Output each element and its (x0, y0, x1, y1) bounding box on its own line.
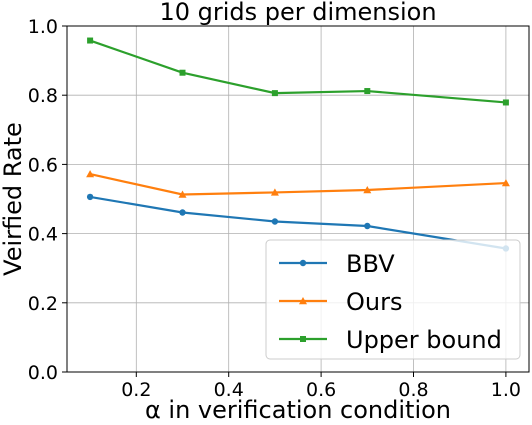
x-tick-label: 0.4 (214, 379, 244, 401)
x-axis-label: α in verification condition (145, 396, 451, 424)
x-tick-label: 1.0 (491, 379, 521, 401)
data-point-upper-bound (179, 69, 186, 76)
data-point-bbv (364, 222, 371, 230)
data-point-bbv (271, 218, 279, 225)
series-bbv (86, 193, 510, 252)
legend-label-ours: Ours (346, 288, 402, 316)
y-tick-label: 0.2 (28, 293, 58, 315)
data-point-upper-bound (87, 37, 94, 44)
data-point-bbv (86, 193, 94, 201)
legend-label-bbv: BBV (346, 250, 395, 278)
x-tick-label: 0.8 (398, 379, 428, 401)
series-layer (86, 37, 510, 252)
data-point-bbv (179, 209, 186, 216)
legend-marker-bbv (299, 259, 307, 267)
legend-box (265, 239, 521, 360)
y-tick-label: 0.4 (28, 224, 58, 246)
y-tick-label: 0.8 (28, 85, 58, 107)
data-point-upper-bound (364, 88, 371, 95)
series-line-upper-bound (89, 39, 506, 104)
data-point-ours (501, 179, 510, 187)
data-point-upper-bound (271, 90, 278, 97)
y-tick-label: 0.0 (28, 362, 58, 384)
x-tick-label: 0.6 (306, 379, 336, 401)
data-point-ours (86, 170, 95, 178)
data-point-ours (363, 186, 372, 194)
legend-marker-ours (299, 297, 307, 305)
legend: BBV Ours Upper bound (265, 239, 521, 360)
legend-marker-upper-bound (300, 336, 306, 342)
y-tick-label: 1.0 (28, 16, 58, 38)
x-tick-label: 0.2 (121, 379, 151, 401)
plot-frame (66, 25, 530, 373)
y-axis-label: Veirfied Rate (0, 122, 27, 276)
series-line-ours (89, 173, 506, 196)
y-tick-label: 0.6 (28, 154, 58, 176)
data-point-ours (178, 190, 187, 198)
series-upper-bound (87, 37, 509, 106)
series-ours (86, 170, 510, 198)
axis-ticks: 0.2 0.4 0.6 0.8 1.0 0.0 0.2 0.4 0.6 0.8 1.0 (28, 16, 521, 401)
data-point-upper-bound (502, 99, 509, 106)
legend-label-upper-bound: Upper bound (346, 326, 502, 354)
chart-title: 10 grids per dimension (159, 0, 436, 26)
data-point-ours (270, 188, 279, 196)
